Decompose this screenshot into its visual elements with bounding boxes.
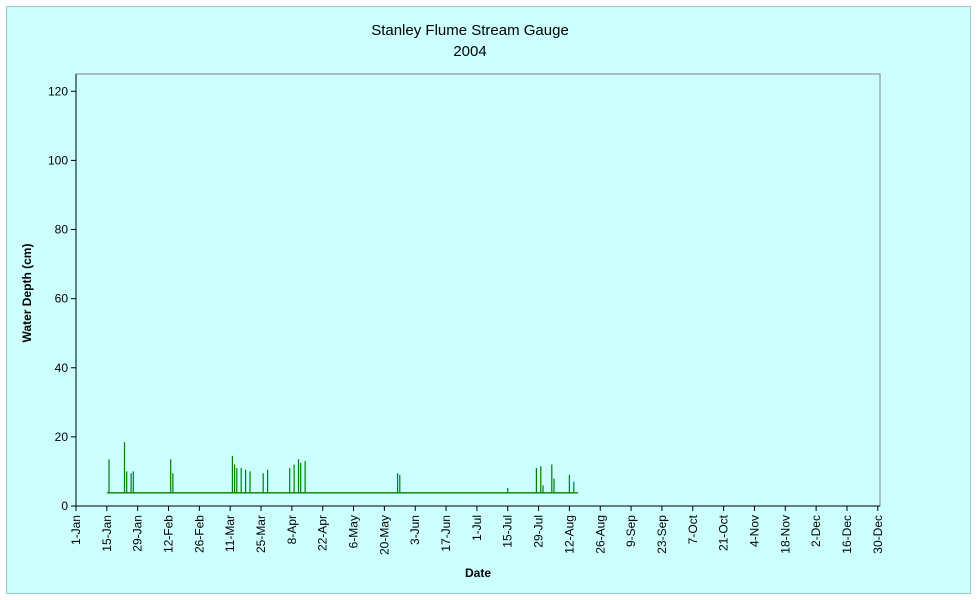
x-tick-label: 12-Feb	[162, 515, 176, 553]
x-tick-label: 11-Mar	[223, 515, 237, 552]
plot-area	[75, 73, 881, 507]
x-axis: 1-Jan 15-Jan 29-Jan 12-Feb 26-Feb 11-Mar 25-Ma…	[69, 505, 885, 555]
x-tick-label: 2-Dec	[809, 515, 823, 547]
x-tick-label: 26-Feb	[192, 515, 206, 553]
x-tick-label: 23-Sep	[655, 515, 669, 554]
y-tick-label: 20	[55, 430, 69, 444]
y-tick-label: 60	[55, 292, 69, 306]
x-axis-title: Date	[465, 566, 491, 580]
x-tick-label: 8-Apr	[285, 515, 299, 544]
y-axis: 0 20 40 60 80 100 120	[48, 74, 77, 513]
chart-subtitle: 2004	[453, 43, 486, 60]
x-tick-label: 4-Nov	[747, 515, 761, 547]
y-tick-label: 40	[55, 361, 69, 375]
x-tick-label: 15-Jan	[100, 515, 114, 552]
x-tick-label: 21-Oct	[717, 514, 731, 551]
y-tick-label: 0	[61, 499, 68, 513]
x-tick-label: 6-May	[347, 515, 361, 548]
y-axis-title: Water Depth (cm)	[20, 244, 34, 343]
x-tick-label: 17-Jun	[439, 515, 453, 552]
y-tick-label: 100	[48, 153, 68, 167]
x-tick-label: 7-Oct	[686, 514, 700, 544]
series-group	[106, 442, 579, 494]
x-tick-label: 9-Sep	[624, 515, 638, 547]
y-tick-label: 120	[48, 84, 68, 98]
x-tick-label: 12-Aug	[562, 515, 576, 554]
chart-title: Stanley Flume Stream Gauge	[371, 22, 569, 39]
x-tick-label: 29-Jan	[131, 515, 145, 552]
series-line	[108, 442, 575, 494]
x-tick-label: 22-Apr	[316, 515, 330, 551]
x-tick-label: 1-Jan	[69, 515, 83, 545]
x-tick-label: 20-May	[377, 515, 391, 555]
x-tick-label: 26-Aug	[593, 515, 607, 554]
x-tick-label: 29-Jul	[532, 515, 546, 548]
x-tick-label: 30-Dec	[871, 515, 885, 554]
x-tick-label: 1-Jul	[470, 515, 484, 541]
x-tick-label: 15-Jul	[501, 515, 515, 548]
x-tick-label: 3-Jun	[408, 515, 422, 545]
y-tick-label: 80	[55, 223, 69, 237]
x-tick-label: 16-Dec	[840, 515, 854, 554]
x-tick-label: 25-Mar	[254, 515, 268, 553]
x-tick-label: 18-Nov	[778, 515, 792, 554]
